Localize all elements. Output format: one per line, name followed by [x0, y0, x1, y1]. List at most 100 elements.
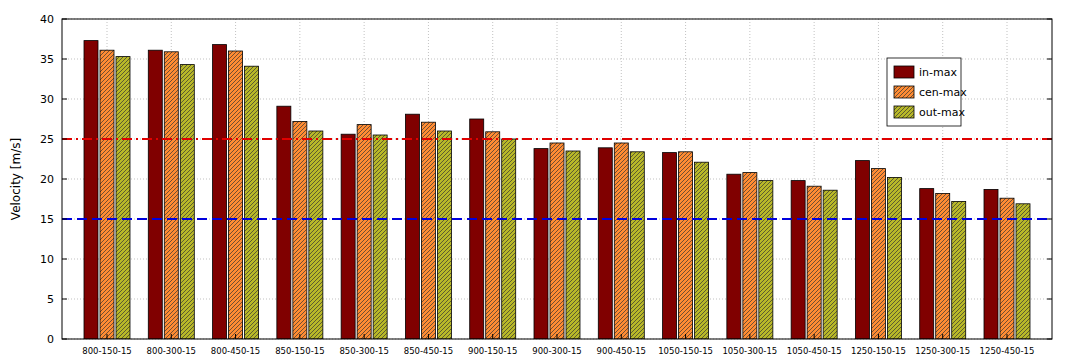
tick [62, 19, 67, 20]
x-tick-label: 850-150-15 [275, 346, 324, 356]
legend-label: out-max [919, 106, 965, 119]
bar [437, 131, 451, 339]
y-tick-label: 25 [40, 133, 54, 146]
y-tick-label: 30 [40, 93, 54, 106]
bar [357, 125, 371, 339]
tick [1047, 139, 1052, 140]
bar [277, 106, 291, 339]
tick [1047, 59, 1052, 60]
x-tick-label: 1250-300-15 [915, 346, 970, 356]
frame [62, 19, 1052, 339]
tick [1047, 259, 1052, 260]
bar [630, 152, 644, 339]
tick [1047, 179, 1052, 180]
x-tick-label: 800-150-15 [82, 346, 131, 356]
tick [557, 334, 558, 339]
bar [952, 201, 966, 339]
bar [341, 134, 355, 339]
chart: 0510152025303540800-150-15800-300-15800-… [0, 0, 1065, 363]
bar [229, 51, 243, 339]
tick [62, 99, 67, 100]
bar [823, 190, 837, 339]
plot-area [62, 19, 1052, 339]
bar [695, 162, 709, 339]
x-tick-label: 800-300-15 [147, 346, 196, 356]
x-tick-label: 1050-450-15 [787, 346, 842, 356]
bar [164, 52, 178, 339]
bar [550, 143, 564, 339]
bar [807, 186, 821, 339]
legend-label: cen-max [919, 86, 967, 99]
y-tick-label: 15 [40, 213, 54, 226]
reference-line [62, 218, 1052, 220]
x-tick-label: 1050-150-15 [658, 346, 713, 356]
bar [791, 181, 805, 339]
x-tick-label: 1250-450-15 [980, 346, 1035, 356]
bar [213, 45, 227, 339]
tick [62, 179, 67, 180]
tick [1047, 299, 1052, 300]
bar [871, 169, 885, 339]
bar [245, 66, 259, 339]
tick [492, 334, 493, 339]
tick [1007, 334, 1008, 339]
bar [920, 189, 934, 339]
tick [749, 334, 750, 339]
tick [62, 299, 67, 300]
bar [1016, 204, 1030, 339]
bar [100, 50, 114, 339]
tick [62, 339, 67, 340]
y-tick-label: 10 [40, 253, 54, 266]
bar [743, 173, 757, 339]
bar [855, 161, 869, 339]
bar [759, 181, 773, 339]
bar [373, 135, 387, 339]
tick [428, 334, 429, 339]
bar [116, 57, 130, 339]
bar [180, 65, 194, 339]
x-tick-label: 850-300-15 [339, 346, 388, 356]
tick [942, 334, 943, 339]
reference-line [62, 138, 1052, 140]
tick [62, 219, 67, 220]
grid-line [62, 219, 1052, 220]
tick [814, 334, 815, 339]
bar [486, 132, 500, 339]
x-tick-label: 800-450-15 [211, 346, 260, 356]
tick [235, 334, 236, 339]
x-tick-label: 900-300-15 [532, 346, 581, 356]
legend-swatch [894, 66, 914, 78]
bar [148, 50, 162, 339]
tick [364, 334, 365, 339]
tick [878, 334, 879, 339]
y-tick-label: 0 [47, 333, 54, 346]
legend-label: in-max [919, 66, 957, 79]
bar [566, 151, 580, 339]
bar [421, 122, 435, 339]
tick [171, 334, 172, 339]
tick [299, 334, 300, 339]
bars [62, 41, 1052, 339]
bar [598, 148, 612, 339]
x-tick-label: 850-450-15 [404, 346, 453, 356]
bar [936, 193, 950, 339]
bar [614, 143, 628, 339]
tick [1047, 99, 1052, 100]
bar [405, 114, 419, 339]
x-tick-label: 900-150-15 [468, 346, 517, 356]
tick [62, 139, 67, 140]
tick [621, 334, 622, 339]
bar [663, 153, 677, 339]
tick [1047, 219, 1052, 220]
grid-line [62, 139, 1052, 140]
legend-swatch [894, 106, 914, 118]
tick [685, 334, 686, 339]
x-tick-label: 1050-300-15 [722, 346, 777, 356]
tick [1047, 19, 1052, 20]
bar [470, 119, 484, 339]
bar [679, 152, 693, 339]
bar [293, 121, 307, 339]
bar [309, 131, 323, 339]
tick [62, 259, 67, 260]
y-tick-label: 40 [40, 13, 54, 26]
